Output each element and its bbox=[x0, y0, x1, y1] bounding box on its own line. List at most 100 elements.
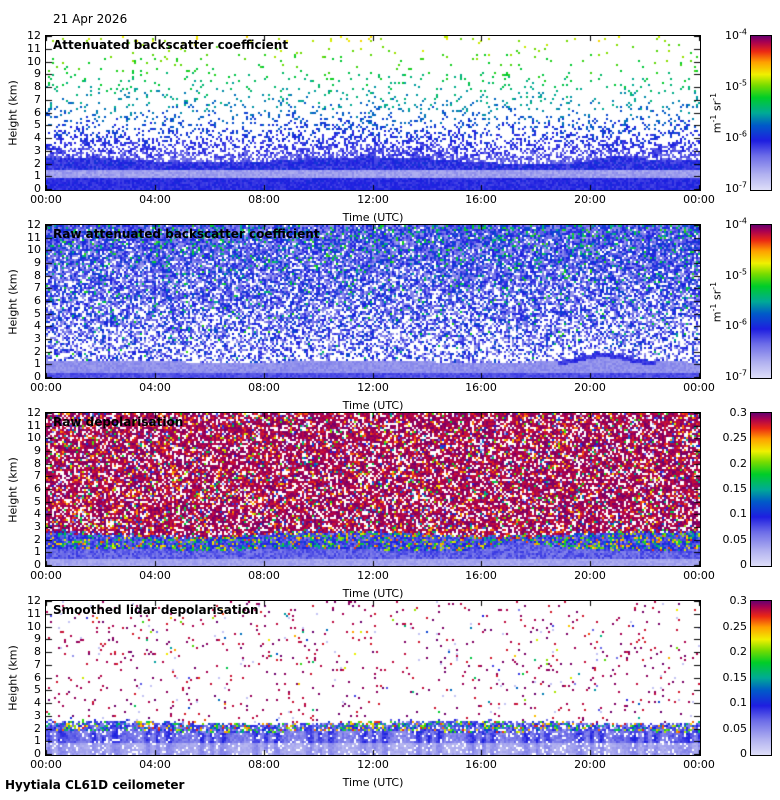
colorbar-tick-label: 0.3 bbox=[729, 406, 748, 419]
plot-area bbox=[45, 35, 701, 191]
y-tick-label: 11 bbox=[27, 606, 41, 620]
y-tick-label: 1 bbox=[34, 734, 41, 748]
x-tick-label: 08:00 bbox=[248, 381, 280, 394]
y-tick-label: 0 bbox=[34, 182, 41, 195]
panel-title: Raw attenuated backscatter coefficient bbox=[53, 227, 320, 241]
x-tick-label: 04:00 bbox=[139, 381, 171, 394]
panel-title: Raw depolarisation bbox=[53, 415, 184, 429]
y-tick-label: 7 bbox=[34, 92, 41, 106]
colorbar-tick-label: 0.1 bbox=[729, 696, 748, 709]
y-tick-label: 1 bbox=[34, 545, 41, 559]
y-tick-label: 4 bbox=[34, 131, 41, 144]
y-tick-label: 6 bbox=[34, 482, 41, 495]
colorbar-tick-label: 10-4 bbox=[725, 216, 747, 231]
x-tick-label: 00:00 bbox=[30, 569, 62, 582]
colorbar-tick-label: 0 bbox=[740, 558, 747, 571]
y-tick-label: 8 bbox=[34, 645, 41, 658]
x-tick-label: 12:00 bbox=[357, 193, 389, 206]
y-tick-label: 12 bbox=[27, 218, 41, 231]
x-tick-label: 04:00 bbox=[139, 758, 171, 771]
colorbar-tick-label: 0.2 bbox=[729, 456, 748, 470]
x-tick-label: 20:00 bbox=[574, 193, 606, 206]
x-tick-label: 00:00 bbox=[683, 193, 715, 206]
y-tick-label: 6 bbox=[34, 670, 41, 684]
y-tick-label: 4 bbox=[34, 696, 41, 709]
x-tick-label: 00:00 bbox=[683, 569, 715, 582]
colorbar-tick-label: 0.25 bbox=[722, 619, 748, 633]
x-tick-label: 16:00 bbox=[465, 569, 497, 582]
y-tick-label: 9 bbox=[34, 632, 41, 646]
y-tick-label: 4 bbox=[34, 507, 41, 521]
colorbar-unit-label: m-1 sr-1 bbox=[708, 92, 724, 134]
colorbar-tick-label: 0.05 bbox=[722, 721, 748, 735]
panel-raw-depolarisation: Height (km) 12 11 10 9 8 7 6 5 4 3 2 1 0 Raw depolaris… bbox=[0, 406, 780, 600]
x-tick-label: 00:00 bbox=[30, 381, 62, 394]
x-tick-label: 08:00 bbox=[248, 758, 280, 771]
panel-heatmap-canvas bbox=[46, 413, 700, 566]
y-tick-label: 6 bbox=[34, 294, 41, 307]
x-tick-label: 12:00 bbox=[357, 569, 389, 582]
panel-heatmap-canvas bbox=[46, 36, 700, 190]
x-axis-label: Time (UTC) bbox=[342, 211, 404, 224]
colorbar-tick-label: 0.1 bbox=[729, 507, 748, 521]
y-tick-label: 3 bbox=[34, 520, 41, 533]
y-tick-label: 8 bbox=[34, 268, 41, 282]
x-tick-label: 00:00 bbox=[683, 381, 715, 394]
panel-heatmap-canvas bbox=[46, 601, 700, 755]
y-tick-label: 12 bbox=[27, 29, 41, 42]
plot-area bbox=[45, 412, 701, 567]
colorbar bbox=[750, 35, 772, 191]
colorbar-tick-label: 10-7 bbox=[725, 368, 747, 383]
colorbar-tick-label: 10-6 bbox=[725, 129, 747, 144]
y-tick-label: 2 bbox=[34, 721, 41, 735]
date-label: 21 Apr 2026 bbox=[53, 12, 128, 26]
panel-title: Attenuated backscatter coefficient bbox=[53, 38, 289, 52]
colorbar-tick-label: 10-4 bbox=[725, 27, 747, 42]
y-tick-label: 11 bbox=[27, 41, 41, 55]
y-tick-label: 5 bbox=[34, 683, 41, 697]
x-tick-label: 20:00 bbox=[574, 569, 606, 582]
colorbar bbox=[750, 600, 772, 756]
colorbar-tick-label: 0.25 bbox=[722, 431, 748, 445]
x-tick-label: 20:00 bbox=[574, 381, 606, 394]
y-tick-label: 5 bbox=[34, 118, 41, 132]
y-tick-label: 3 bbox=[34, 143, 41, 157]
colorbar bbox=[750, 412, 772, 567]
y-tick-label: 6 bbox=[34, 105, 41, 119]
instrument-label: Hyytiala CL61D ceilometer bbox=[5, 778, 185, 792]
y-tick-label: 9 bbox=[34, 256, 41, 269]
x-tick-label: 00:00 bbox=[683, 758, 715, 771]
x-tick-label: 04:00 bbox=[139, 193, 171, 206]
x-tick-label: 12:00 bbox=[357, 758, 389, 771]
plot-area bbox=[45, 224, 701, 379]
x-tick-label: 08:00 bbox=[248, 569, 280, 582]
colorbar-tick-label: 10-5 bbox=[725, 267, 747, 282]
colorbar-tick-label: 0.15 bbox=[722, 482, 748, 495]
y-tick-label: 2 bbox=[34, 344, 41, 358]
x-tick-label: 00:00 bbox=[30, 758, 62, 771]
y-tick-label: 1 bbox=[34, 357, 41, 371]
y-tick-label: 12 bbox=[27, 594, 41, 607]
colorbar bbox=[750, 224, 772, 379]
x-axis-label: Time (UTC) bbox=[342, 587, 404, 600]
colorbar-tick-label: 0 bbox=[740, 747, 747, 760]
x-axis-label: Time (UTC) bbox=[342, 776, 404, 789]
y-tick-label: 1 bbox=[34, 169, 41, 183]
y-tick-label: 3 bbox=[34, 708, 41, 722]
colorbar-tick-label: 0.05 bbox=[722, 532, 748, 546]
x-tick-label: 08:00 bbox=[248, 193, 280, 206]
plot-area bbox=[45, 600, 701, 756]
y-tick-label: 12 bbox=[27, 406, 41, 419]
x-tick-label: 00:00 bbox=[30, 193, 62, 206]
colorbar-tick-label: 10-5 bbox=[725, 78, 747, 93]
colorbar-unit-label: m-1 sr-1 bbox=[708, 281, 724, 322]
y-tick-label: 8 bbox=[34, 80, 41, 93]
y-tick-label: 3 bbox=[34, 332, 41, 345]
y-tick-label: 2 bbox=[34, 156, 41, 170]
y-tick-label: 10 bbox=[27, 431, 41, 445]
y-tick-label: 11 bbox=[27, 418, 41, 432]
panel-raw-attenuated-backscatter: Height (km) 12 11 10 9 8 7 6 5 4 3 2 1 0 Raw attenuate… bbox=[0, 217, 780, 412]
y-tick-label: 8 bbox=[34, 456, 41, 470]
y-tick-label: 0 bbox=[34, 558, 41, 571]
